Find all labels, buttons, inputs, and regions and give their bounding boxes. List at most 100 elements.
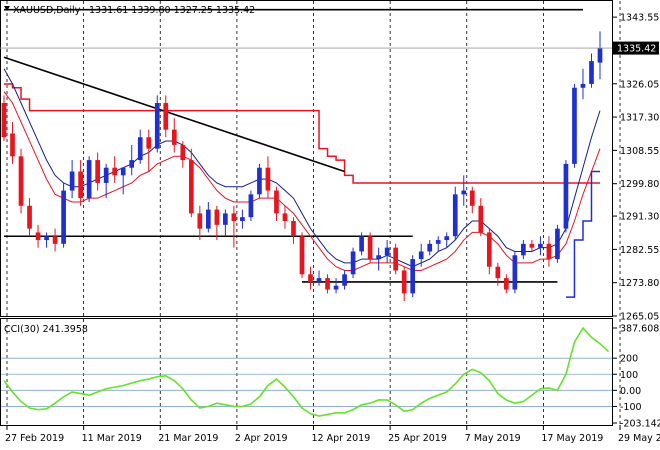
x-tick-label: 12 Apr 2019 (312, 433, 371, 444)
candle-body (452, 194, 458, 237)
candle-body (316, 278, 322, 282)
candle-body (461, 190, 467, 195)
price-y-tick-label: 1282.55 (620, 245, 659, 256)
price-y-tick-label: 1317.30 (620, 113, 659, 124)
candle-body (478, 205, 484, 233)
chart-menu-triangle-icon[interactable] (4, 6, 10, 11)
candle-body (18, 156, 24, 206)
candle-body (214, 209, 220, 225)
candle-body (27, 205, 32, 229)
price-y-tick-label: 1326.05 (620, 79, 659, 90)
candle-body (61, 190, 66, 244)
candle-body (146, 137, 152, 149)
candle-body (248, 194, 254, 218)
candle-body (325, 278, 330, 290)
price-panel-frame (0, 0, 613, 317)
candle-body (137, 137, 143, 161)
candle-body (180, 144, 186, 161)
candle-body (274, 190, 279, 214)
candle-body (129, 160, 135, 168)
cci-y-tick-label: 200 (620, 354, 638, 365)
candle-body (308, 274, 313, 282)
candle-body (44, 236, 49, 241)
candle-body (504, 278, 509, 290)
candle-body (512, 255, 518, 290)
cci-y-tick-label: 100 (620, 370, 638, 381)
candle-body (197, 213, 203, 229)
candle-body (401, 270, 407, 294)
candle-body (333, 285, 339, 290)
candle-body (171, 129, 177, 145)
candle-body (521, 243, 526, 256)
candle-body (291, 221, 296, 237)
candle-body (265, 167, 271, 191)
x-tick-label: 27 Feb 2019 (5, 433, 64, 444)
candle-body (282, 213, 288, 222)
candle-body (299, 236, 305, 275)
cci-panel-frame (0, 318, 613, 426)
candle-body (495, 266, 501, 279)
candle-body (350, 251, 356, 275)
candle-body (444, 236, 450, 241)
candle-body (257, 167, 262, 195)
candle-body (555, 228, 560, 260)
red-channel-line (4, 83, 600, 184)
cci-layer (1, 326, 612, 417)
ohlc-label: 1331.61 1339.80 1327.25 1335.42 (89, 5, 255, 16)
x-tick-label: 25 Apr 2019 (388, 433, 447, 444)
candle-body (223, 213, 228, 225)
grid (6, 1, 621, 425)
candle-body (538, 243, 543, 248)
candle-body (367, 236, 373, 260)
x-tick-label: 21 Mar 2019 (158, 433, 218, 444)
candle-body (163, 102, 169, 130)
cci-y-tick-label: -100 (620, 402, 642, 413)
candle-body (206, 209, 211, 229)
candle-body (563, 163, 569, 229)
cci-y-tick-label: -203.1423 (620, 419, 660, 430)
candle-body (580, 83, 586, 88)
candle-body (342, 274, 347, 286)
cci-y-tick-label: 387.6087 (620, 324, 660, 335)
candle-body (95, 160, 100, 183)
candle-body (35, 232, 41, 241)
candle-body (52, 236, 58, 244)
price-y-tick-label: 1343.55 (620, 13, 659, 24)
slow-moving-average-line (3, 91, 601, 272)
candle-body (231, 213, 237, 222)
candle-body (154, 102, 160, 149)
trend-line (3, 56, 345, 173)
candle-body (240, 217, 245, 222)
candle-body (435, 240, 441, 244)
x-tick-label: 7 May 2019 (465, 433, 521, 444)
candle-body (188, 160, 194, 214)
candle-body (427, 243, 433, 252)
candle-body (469, 190, 475, 206)
price-y-tick-label: 1273.80 (620, 278, 659, 289)
candle-body (1, 102, 7, 138)
current-price-tag (613, 41, 659, 55)
candle-body (384, 247, 390, 256)
candle-body (486, 232, 492, 267)
candle-body (103, 167, 109, 183)
candle-body (359, 236, 364, 252)
x-tick-label: 2 Apr 2019 (235, 433, 288, 444)
price-layer (0, 8, 612, 301)
candle-body (112, 167, 118, 176)
price-y-tick-label: 1299.80 (620, 179, 659, 190)
candle-body (597, 48, 603, 63)
candle-body (529, 243, 535, 248)
candle-body (589, 61, 594, 84)
candle-body (546, 243, 552, 260)
candle-body (393, 247, 398, 271)
fast-moving-average-line (3, 68, 601, 268)
cci-y-tick-label: 0.00 (620, 386, 641, 397)
candle-body (10, 133, 15, 157)
price-y-tick-label: 1291.30 (620, 212, 659, 223)
candle-body (410, 259, 416, 294)
candle-body (86, 160, 92, 199)
candle-body (376, 255, 381, 260)
cci-line (3, 326, 610, 417)
blue-channel-line (565, 170, 600, 298)
